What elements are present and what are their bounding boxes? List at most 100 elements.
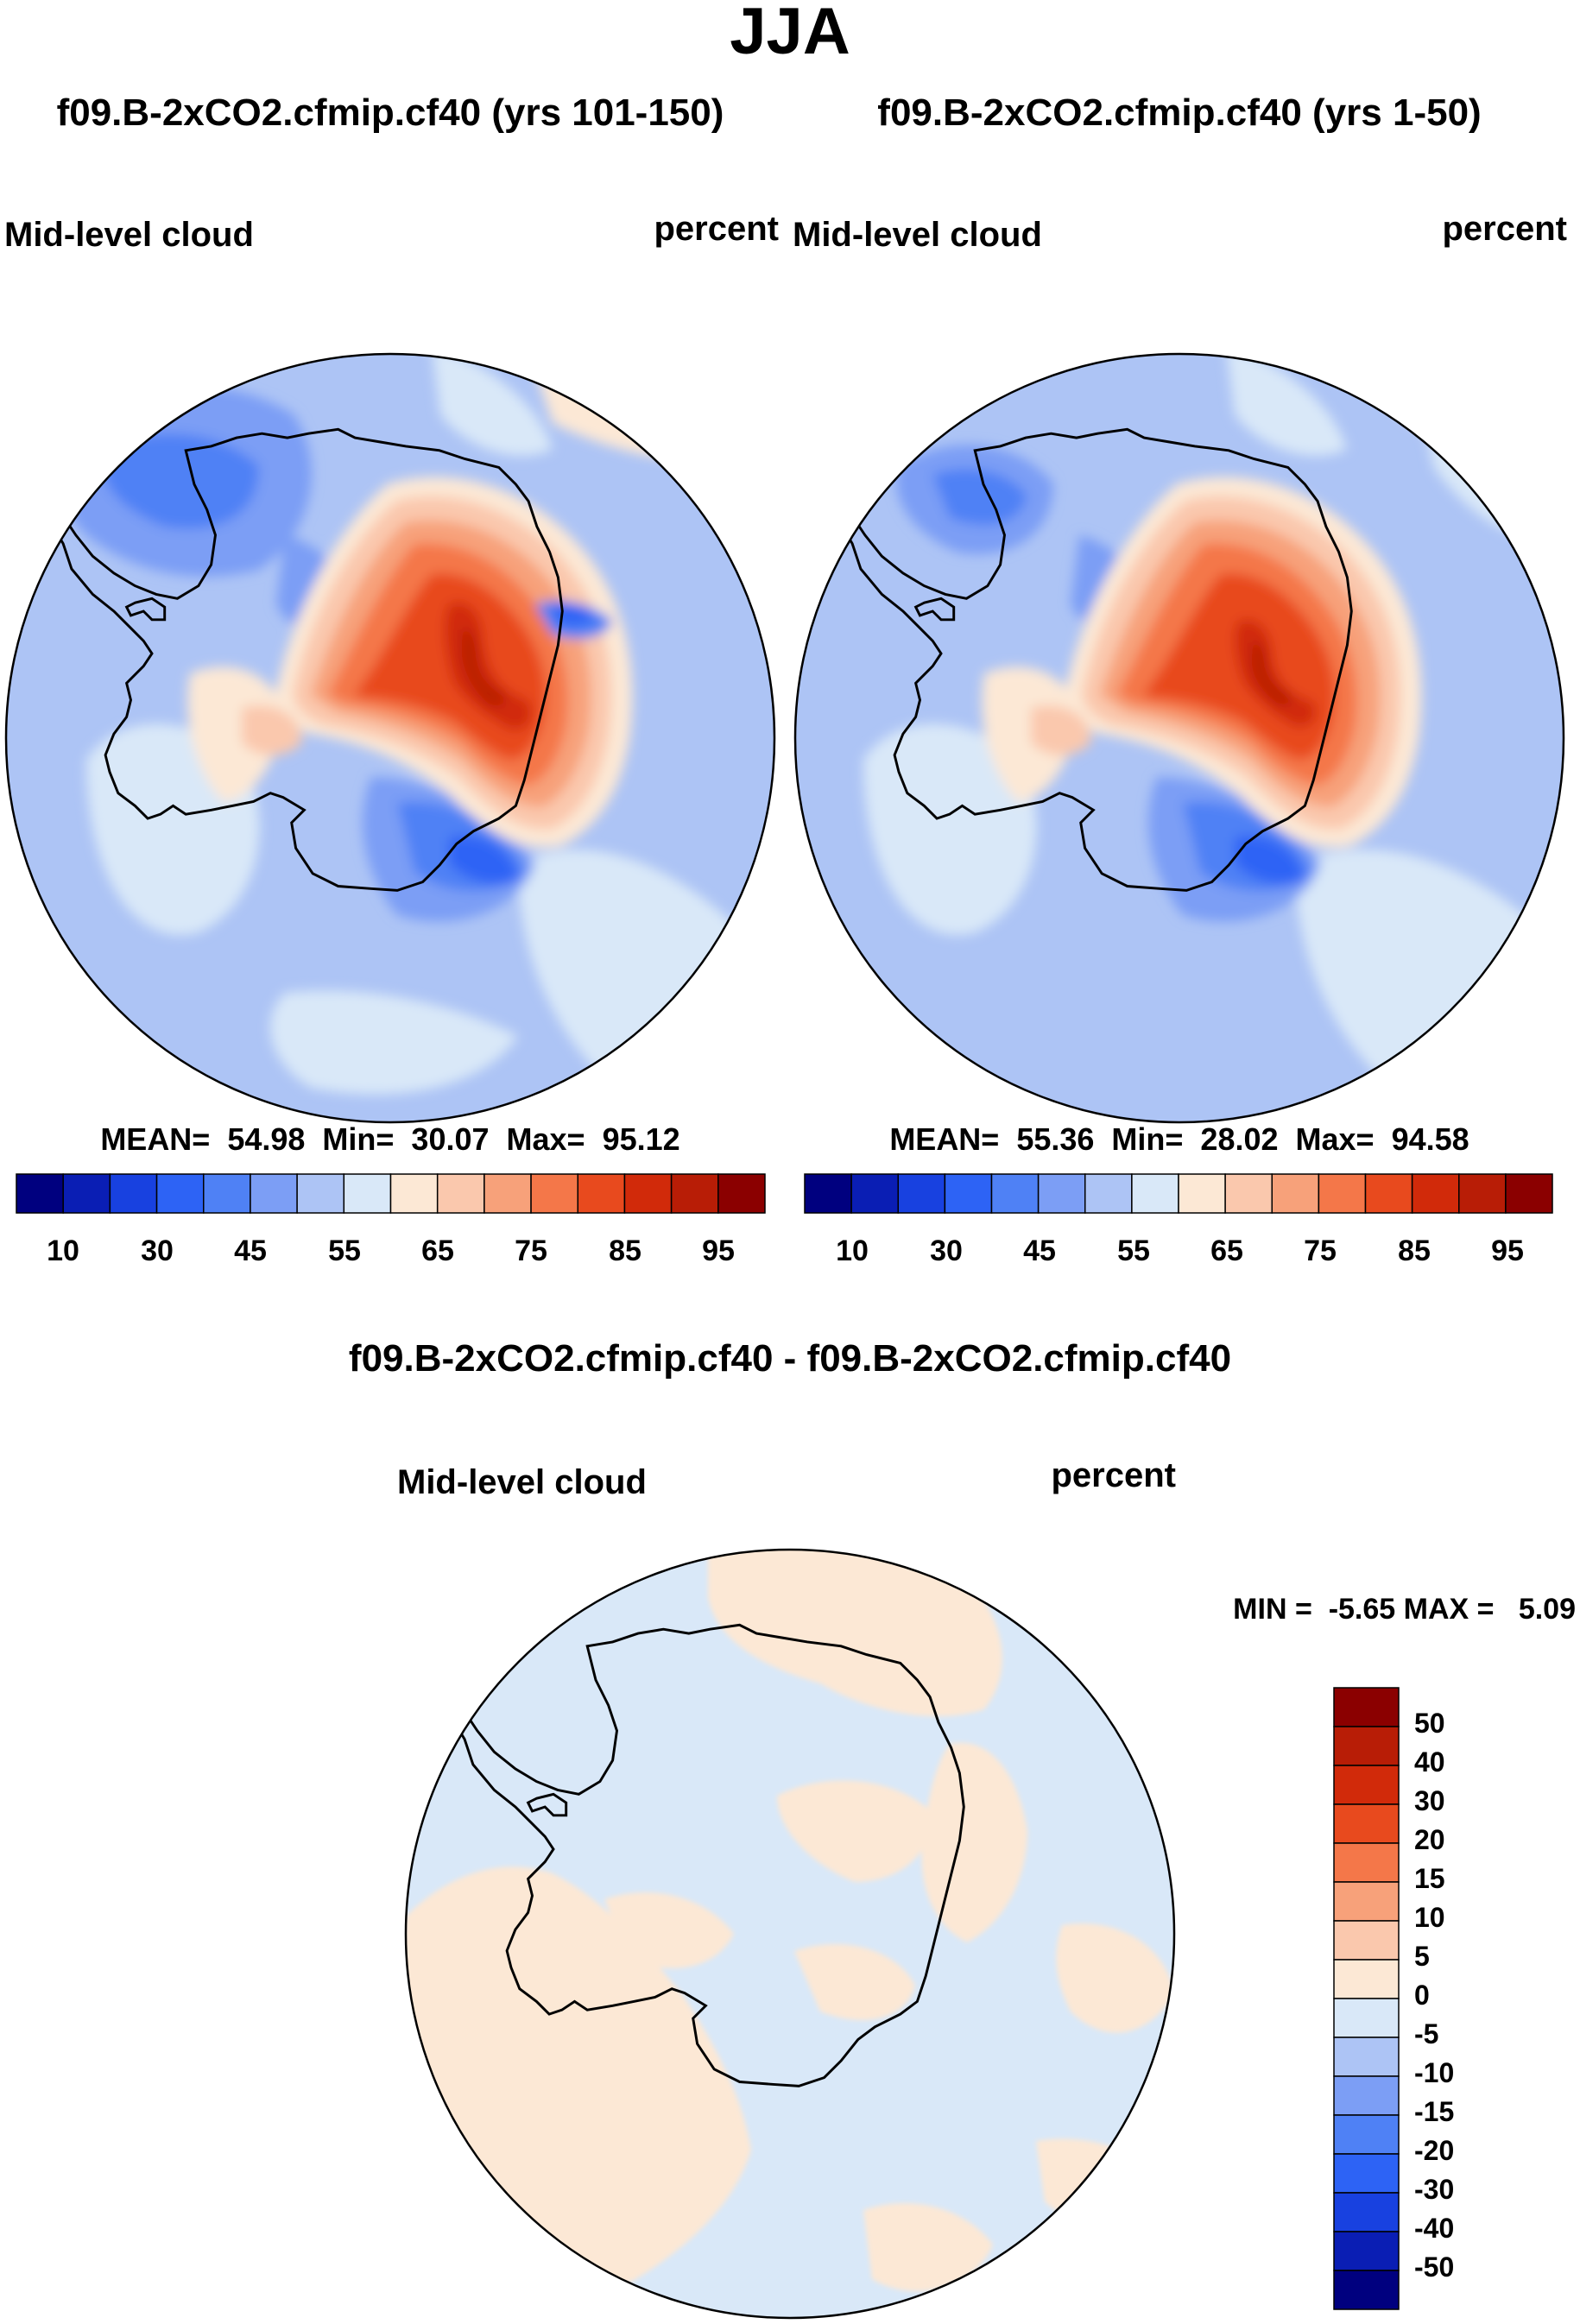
panel-c-colorbar-tick: -50 — [1414, 2251, 1454, 2283]
panel-c-colorbar-swatch — [1333, 1920, 1400, 1961]
panel-c-colorbar-tick: -15 — [1414, 2096, 1454, 2127]
panel-b-units-label: percent — [1443, 210, 1568, 248]
panel-c-colorbar-swatch — [1333, 2037, 1400, 2077]
panel-b-colorbar-tick: 65 — [1210, 1235, 1243, 1267]
panel-a-colorbar-tick: 85 — [609, 1235, 641, 1267]
panel-b-colorbar-tick: 55 — [1117, 1235, 1150, 1267]
panel-a-colorbar-tick: 10 — [47, 1235, 79, 1267]
panel-a-colorbar-tick: 65 — [421, 1235, 454, 1267]
panel-b-colorbar-swatch — [1224, 1173, 1273, 1214]
panel-a-colorbar-swatch — [623, 1173, 673, 1214]
panel-a-colorbar-swatch — [717, 1173, 766, 1214]
panel-c-colorbar-swatch — [1333, 1687, 1400, 1727]
panel-c-colorbar-swatch — [1333, 1726, 1400, 1766]
panel-b-stats: MEAN= 55.36 Min= 28.02 Max= 94.58 — [889, 1121, 1469, 1157]
panel-a-fill-low-30 — [449, 836, 518, 884]
panel-b-colorbar-swatch — [990, 1173, 1040, 1214]
panel-c-fill-positive — [604, 1892, 734, 1968]
panel-c-fill-positive — [708, 1550, 1002, 1717]
panel-c-map-border — [404, 1548, 1176, 2320]
panel-b-colorbar-swatch — [897, 1173, 946, 1214]
panel-a-colorbar-swatch — [577, 1173, 626, 1214]
panel-c-colorbar-tick: -10 — [1414, 2057, 1454, 2088]
panel-c-fill-positive — [921, 1742, 1027, 1942]
panel-b-colorbar-tick: 75 — [1304, 1235, 1337, 1267]
panel-b-fill-low-55 — [863, 723, 1037, 936]
panel-c-fill-positive — [1056, 1923, 1174, 2033]
panel-c-colorbar-swatch — [1333, 1803, 1400, 1844]
panel-b-colorbar-tick: 45 — [1023, 1235, 1056, 1267]
panel-c-title: f09.B-2xCO2.cfmip.cf40 - f09.B-2xCO2.cfm… — [349, 1337, 1231, 1380]
panel-c: f09.B-2xCO2.cfmip.cf40 - f09.B-2xCO2.cfm… — [349, 1337, 1576, 2320]
panel-b: f09.B-2xCO2.cfmip.cf40 (yrs 1-50) Mid-le… — [793, 92, 1568, 1267]
panel-a-stats: MEAN= 54.98 Min= 30.07 Max= 95.12 — [100, 1121, 679, 1157]
panel-b-variable-label: Mid-level cloud — [793, 216, 1042, 254]
panel-c-colorbar-tick: 15 — [1414, 1863, 1445, 1894]
panel-a-colorbar-swatch — [155, 1173, 205, 1214]
panel-b-fill-high-70 — [1031, 705, 1091, 755]
panel-a-colorbar — [16, 1173, 766, 1214]
panel-a-colorbar-tick: 30 — [141, 1235, 174, 1267]
panel-b-colorbar-swatch — [1271, 1173, 1320, 1214]
panel-a-colorbar-swatch — [389, 1173, 439, 1214]
page-title: JJA — [730, 0, 850, 68]
panel-c-colorbar-swatch — [1333, 1842, 1400, 1883]
panel-b-fill-low-30 — [1235, 836, 1304, 884]
panel-c-colorbar-ticks: 50 40 30 20 15 10 5 0 -5 -10 -15 -20 -30… — [1414, 1708, 1454, 2283]
panel-c-colorbar-tick: 20 — [1414, 1824, 1445, 1855]
panel-b-colorbar-swatch — [944, 1173, 993, 1214]
panel-a-title: f09.B-2xCO2.cfmip.cf40 (yrs 101-150) — [57, 92, 724, 134]
panel-c-colorbar-swatch — [1333, 1959, 1400, 1999]
panel-a-map — [6, 354, 774, 1122]
panel-b-colorbar-swatch — [1505, 1173, 1553, 1214]
panel-b-fill-low-65 — [982, 666, 1079, 803]
panel-a-variable-label: Mid-level cloud — [4, 216, 254, 254]
panel-b-colorbar-swatch — [1037, 1173, 1086, 1214]
panel-c-units-label: percent — [1052, 1456, 1177, 1494]
panel-a-colorbar-swatch — [203, 1173, 251, 1214]
panel-b-map-border — [793, 352, 1565, 1124]
panel-b-colorbar-tick: 85 — [1398, 1235, 1431, 1267]
panel-c-colorbar-swatch — [1333, 2192, 1400, 2232]
panel-a-colorbar-tick: 95 — [702, 1235, 735, 1267]
panel-a-fill-low-55 — [270, 990, 518, 1095]
panel-c-colorbar-swatch — [1333, 2075, 1400, 2116]
panel-b-colorbar-tick: 10 — [836, 1235, 869, 1267]
panel-b-colorbar-swatch — [1411, 1173, 1460, 1214]
panel-a-colorbar-swatch — [530, 1173, 578, 1214]
panel-b-colorbar-swatch — [850, 1173, 900, 1214]
panel-c-colorbar — [1333, 1687, 1400, 2310]
panel-c-colorbar-tick: 30 — [1414, 1785, 1445, 1816]
panel-c-fill-positive — [863, 2203, 993, 2292]
panel-c-colorbar-swatch — [1333, 2114, 1400, 2155]
panel-a-colorbar-swatch — [436, 1173, 485, 1214]
panel-b-colorbar-swatch — [1178, 1173, 1226, 1214]
panel-c-colorbar-tick: 40 — [1414, 1746, 1445, 1778]
panel-c-colorbar-swatch — [1333, 2270, 1400, 2310]
panel-b-colorbar-swatch — [1458, 1173, 1507, 1214]
panel-b-fill-low-55 — [1226, 354, 1347, 456]
panel-c-fill-positive — [794, 1944, 915, 2020]
panel-c-map — [406, 1550, 1174, 2318]
panel-a-colorbar-swatch — [296, 1173, 345, 1214]
panel-b-map — [795, 354, 1564, 1122]
panel-a-colorbar-swatch — [483, 1173, 532, 1214]
panel-c-colorbar-swatch — [1333, 2153, 1400, 2194]
panel-b-colorbar-tick: 95 — [1491, 1235, 1524, 1267]
panel-a-fill-low-65 — [187, 666, 285, 803]
panel-a-colorbar-tick: 75 — [515, 1235, 547, 1267]
panel-a-colorbar-ticks: 10 30 45 55 65 75 85 95 — [47, 1235, 735, 1267]
panel-c-colorbar-tick: -20 — [1414, 2135, 1454, 2166]
panel-a-fill-low-55 — [432, 354, 553, 456]
panel-b-colorbar-swatch — [1084, 1173, 1133, 1214]
panel-a-colorbar-tick: 55 — [328, 1235, 361, 1267]
panel-a-units-label: percent — [654, 210, 780, 248]
panel-c-colorbar-swatch — [1333, 2231, 1400, 2271]
panel-b-title: f09.B-2xCO2.cfmip.cf40 (yrs 1-50) — [877, 92, 1481, 134]
panel-c-colorbar-swatch — [1333, 1765, 1400, 1805]
panel-b-colorbar-swatch — [1131, 1173, 1179, 1214]
panel-a-colorbar-swatch — [109, 1173, 158, 1214]
panel-c-colorbar-tick: 10 — [1414, 1902, 1445, 1933]
panel-a-fill-low-40 — [102, 433, 259, 529]
